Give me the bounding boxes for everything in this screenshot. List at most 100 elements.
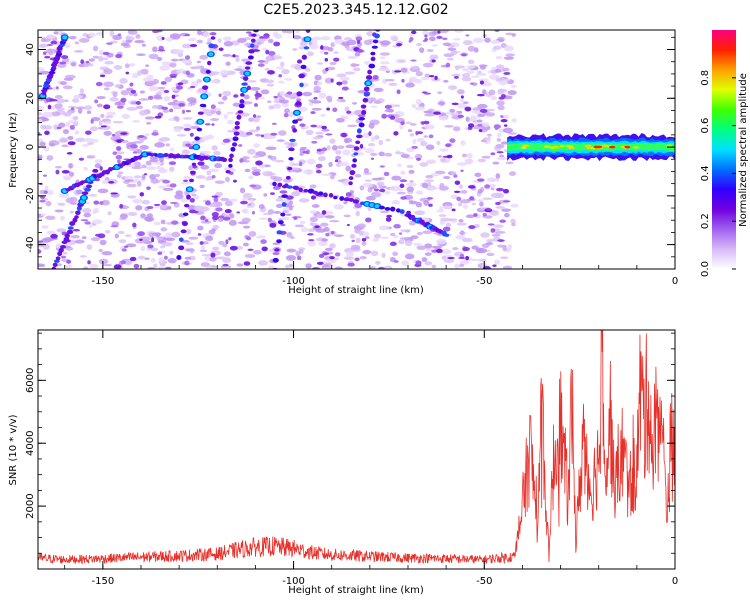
noise-speck [73,115,79,121]
noise-speck [424,243,433,249]
feature-blob [276,239,282,244]
noise-speck [327,47,334,52]
noise-speck [219,69,229,75]
noise-speck [68,162,73,169]
signal-speck [325,67,329,72]
noise-speck [457,102,467,109]
feature-blob [348,197,355,202]
noise-speck [153,221,161,226]
noise-speck [368,143,376,147]
noise-speck [482,89,487,95]
signal-speck [120,260,126,265]
signal-speck [252,171,261,176]
noise-speck [277,80,285,84]
noise-speck [157,266,168,269]
signal-speck [147,95,154,100]
noise-speck [71,98,80,103]
signal-speck [55,169,60,175]
noise-speck [57,202,66,207]
signal-speck [130,89,137,94]
signal-speck [265,49,270,55]
noise-speck [134,238,146,244]
noise-speck [222,257,232,264]
noise-speck [63,112,71,115]
noise-speck [461,153,468,158]
y-tick-label: 2000 [25,493,36,518]
signal-speck [460,95,464,99]
signal-speck [467,185,476,189]
noise-speck [81,236,87,240]
noise-speck [183,175,191,180]
noise-speck [176,68,185,74]
noise-speck [424,113,435,117]
noise-speck [57,63,67,68]
signal-speck [332,107,338,113]
noise-speck [60,215,66,221]
signal-speck [165,266,172,269]
feature-blob [239,99,245,104]
noise-speck [222,243,228,248]
noise-speck [441,255,447,260]
signal-speck [210,104,216,110]
noise-speck [458,184,464,189]
signal-speck [169,183,177,188]
noise-speck [467,45,476,52]
y-tick-label: 6000 [25,368,36,393]
x-tick-label: -50 [476,576,492,587]
noise-speck [145,133,150,137]
spectrogram-features-layer [38,30,450,269]
noise-speck [485,242,494,246]
signal-speck [164,255,168,260]
snr-series-layer [38,330,675,565]
noise-speck [373,233,381,239]
noise-speck [196,30,202,36]
noise-speck [345,144,355,149]
feature-hotspot-core [365,81,371,86]
signal-speck [458,256,466,260]
noise-speck [322,266,333,269]
noise-speck [425,174,434,179]
noise-speck [159,65,171,71]
noise-speck [471,202,477,206]
noise-speck [50,111,61,117]
signal-speck [66,152,73,155]
noise-speck [499,256,509,260]
noise-speck [162,237,173,241]
noise-speck [454,65,466,69]
signal-speck [354,257,360,262]
noise-speck [110,40,118,44]
noise-speck [59,137,68,143]
noise-speck [90,237,101,242]
feature-blob [317,191,324,196]
feature-blob [228,163,233,168]
noise-speck [476,119,483,123]
noise-speck [324,215,335,219]
noise-speck [86,110,92,115]
noise-speck [312,136,323,140]
signal-speck [99,166,103,171]
feature-blob [281,202,287,207]
noise-speck [359,255,367,260]
signal-speck [416,157,421,161]
feature-blob [343,197,350,202]
noise-speck [424,179,435,183]
noise-speck [315,131,324,135]
noise-speck [304,67,311,72]
noise-speck [502,67,510,72]
noise-speck [407,129,413,133]
noise-speck [309,184,317,189]
signal-speck [222,263,229,267]
noise-speck [262,47,267,51]
noise-speck [477,248,488,254]
signal-speck [324,57,329,62]
noise-speck [189,247,194,254]
signal-speck [468,123,475,128]
signal-speck [493,124,501,129]
noise-speck [294,224,305,228]
feature-blob [247,55,254,60]
noise-speck [244,168,251,173]
signal-speck [97,233,106,239]
signal-speck [44,55,51,59]
feature-blob [276,230,283,235]
noise-speck [350,244,361,251]
